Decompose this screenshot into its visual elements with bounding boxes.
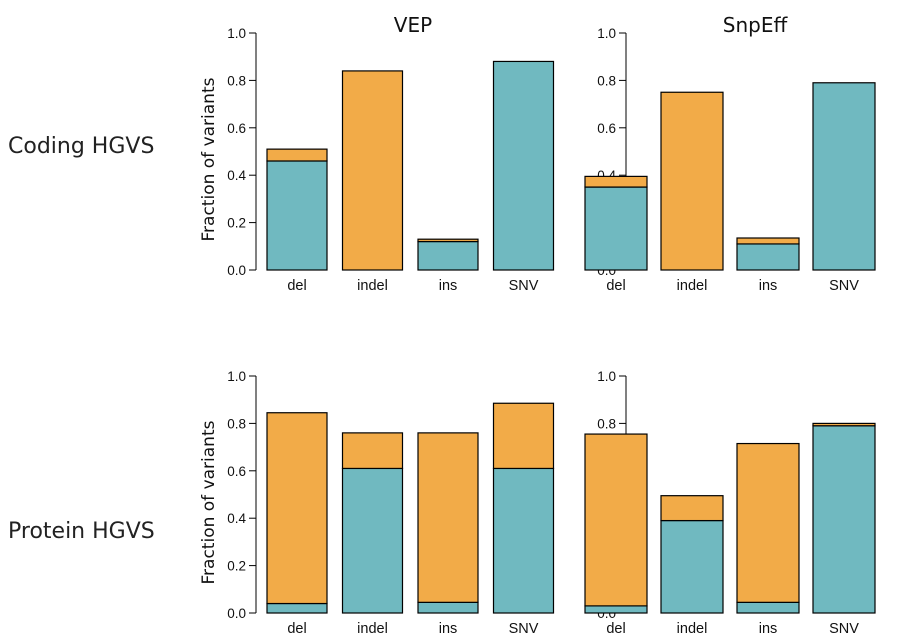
x-category-label: ins bbox=[439, 621, 458, 637]
x-category-label: indel bbox=[357, 278, 388, 294]
bar-segment-top bbox=[492, 402, 555, 470]
y-tick-label: 0.6 bbox=[227, 121, 246, 136]
x-category-label: del bbox=[606, 278, 625, 294]
y-tick-label: 0.8 bbox=[597, 73, 616, 88]
bar-segment-top bbox=[736, 442, 800, 603]
bar-segment-top bbox=[736, 237, 800, 245]
y-tick-label: 1.0 bbox=[597, 369, 616, 384]
y-tick-label: 1.0 bbox=[597, 26, 616, 41]
bar-segment-top bbox=[812, 422, 876, 427]
bar-segment-base bbox=[812, 82, 876, 271]
bar-segment-top bbox=[584, 433, 648, 607]
bar-segment-base bbox=[341, 467, 404, 614]
bar-segment-base bbox=[492, 60, 555, 271]
y-tick-label: 1.0 bbox=[227, 369, 246, 384]
bar-segment-base bbox=[584, 605, 648, 614]
chart-panels: 0.0 0.2 0.4 0.6 0.8 1.0 Fraction of variants de… bbox=[199, 26, 876, 637]
y-axis-label: Fraction of variants bbox=[199, 77, 219, 241]
bar-segment-top bbox=[660, 91, 724, 271]
x-category-label: ins bbox=[759, 278, 778, 294]
x-category-label: SNV bbox=[509, 278, 539, 294]
chart-panel: 0.0 0.2 0.4 0.6 0.8 1.0 Fraction of variants de… bbox=[199, 26, 555, 294]
x-category-label: SNV bbox=[829, 278, 859, 294]
bar-segment-top bbox=[266, 412, 328, 605]
y-axis-label: Fraction of variants bbox=[199, 420, 219, 584]
bar-segment-base bbox=[417, 601, 479, 614]
x-category-label: ins bbox=[439, 278, 458, 294]
y-tick-label: 0.8 bbox=[227, 416, 246, 431]
x-category-label: ins bbox=[759, 621, 778, 637]
y-tick-label: 0.6 bbox=[597, 121, 616, 136]
y-tick-label: 0.0 bbox=[227, 263, 246, 278]
x-category-label: SNV bbox=[509, 621, 539, 637]
x-category-label: del bbox=[287, 278, 306, 294]
y-tick-label: 0.0 bbox=[227, 606, 246, 621]
bar-segment-top bbox=[417, 238, 479, 243]
bar-segment-base bbox=[736, 243, 800, 271]
bar-segment-top bbox=[341, 432, 404, 470]
x-category-label: indel bbox=[677, 621, 708, 637]
bar-segment-base bbox=[417, 240, 479, 271]
bar-segment-base bbox=[660, 519, 724, 614]
y-tick-label: 0.8 bbox=[597, 416, 616, 431]
row-label-coding: Coding HGVS bbox=[8, 134, 154, 159]
bar-segment-base bbox=[266, 602, 328, 614]
bar-segment-base bbox=[266, 160, 328, 271]
column-title-snpeff: SnpEff bbox=[723, 13, 789, 37]
bar-segment-top bbox=[341, 70, 404, 271]
x-category-label: indel bbox=[357, 621, 388, 637]
x-category-label: indel bbox=[677, 278, 708, 294]
chart-panel: 0.0 0.2 0.4 0.6 0.8 1.0 Fraction of variants de… bbox=[199, 369, 555, 637]
bar-segment-base bbox=[736, 601, 800, 614]
y-tick-label: 0.2 bbox=[227, 216, 246, 231]
y-tick-label: 1.0 bbox=[227, 26, 246, 41]
bar-segment-top bbox=[417, 432, 479, 603]
x-category-label: del bbox=[606, 621, 625, 637]
y-tick-label: 0.4 bbox=[227, 168, 246, 183]
bar-segment-base bbox=[492, 467, 555, 614]
x-category-label: del bbox=[287, 621, 306, 637]
y-tick-label: 0.6 bbox=[227, 464, 246, 479]
y-tick-label: 0.2 bbox=[227, 559, 246, 574]
bar-segment-top bbox=[660, 495, 724, 522]
column-title-vep: VEP bbox=[394, 13, 432, 37]
bar-segment-top bbox=[584, 175, 648, 188]
row-label-protein: Protein HGVS bbox=[8, 519, 155, 544]
bar-segment-base bbox=[812, 425, 876, 614]
x-category-label: SNV bbox=[829, 621, 859, 637]
bar-segment-base bbox=[584, 186, 648, 271]
y-tick-label: 0.4 bbox=[227, 511, 246, 526]
bar-segment-top bbox=[266, 148, 328, 162]
y-tick-label: 0.8 bbox=[227, 73, 246, 88]
